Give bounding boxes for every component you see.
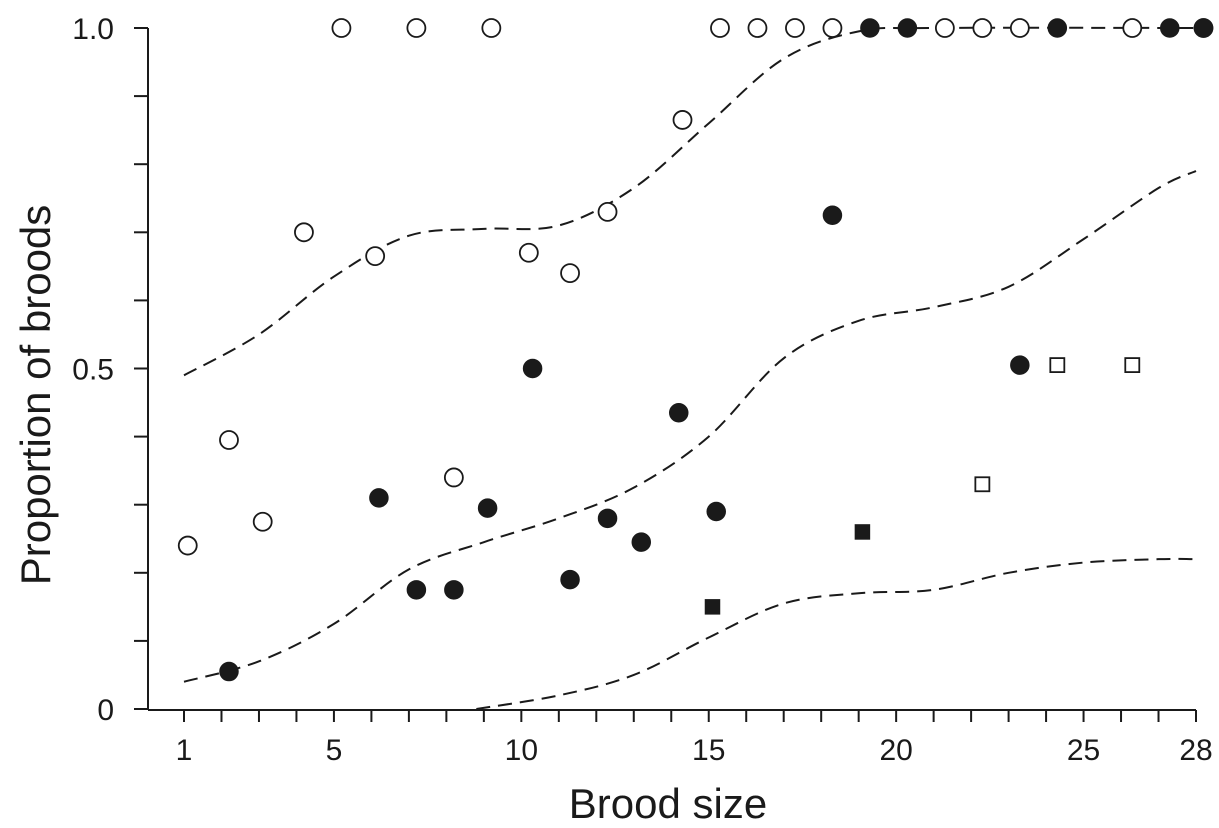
open-circle-point <box>1122 18 1143 38</box>
filled-circle-point <box>1160 18 1180 38</box>
filled-circle-point <box>219 661 239 682</box>
open-circle-point <box>672 110 693 130</box>
filled-circle-point <box>597 508 618 529</box>
dashed-curve <box>183 170 1197 683</box>
open-circle-point <box>365 246 386 267</box>
data-points <box>177 18 1214 682</box>
open-circle-point <box>177 535 198 556</box>
filled-circle-point <box>822 205 843 226</box>
filled-circle-point <box>560 569 580 590</box>
filled-circle-point <box>897 18 918 38</box>
open-circle-point <box>443 467 464 488</box>
open-circle-point <box>560 263 580 284</box>
open-circle-point <box>518 242 539 263</box>
x-tick-label: 10 <box>505 734 538 767</box>
filled-circle-point <box>669 403 689 423</box>
filled-circle-point <box>1047 18 1068 38</box>
open-circle-point <box>331 18 352 38</box>
open-circle-point <box>785 18 805 38</box>
x-tick-label: 5 <box>326 734 343 767</box>
open-square-point <box>1124 357 1141 373</box>
open-circle-point <box>1009 18 1030 38</box>
open-circle-point <box>597 201 618 222</box>
filled-circle-point <box>444 580 464 600</box>
filled-circle-point <box>522 358 543 379</box>
open-circle-point <box>294 222 314 243</box>
open-circle-point <box>972 18 993 38</box>
open-square-point <box>1049 357 1066 373</box>
open-circle-point <box>934 18 955 38</box>
filled-circle-point <box>860 18 880 38</box>
open-circle-point <box>252 511 273 532</box>
filled-circle-point <box>1010 355 1030 375</box>
dashed-curve <box>476 557 1197 710</box>
filled-square-point <box>704 599 721 615</box>
y-tick-label: 0.5 <box>72 354 114 387</box>
open-circle-point <box>822 18 843 38</box>
filled-circle-point <box>406 580 427 600</box>
y-axis-label: Proportion of broods <box>12 205 59 586</box>
open-circle-point <box>710 18 730 38</box>
dashed-curve <box>183 26 1197 377</box>
filled-circle-point <box>1193 18 1214 38</box>
confidence-curves <box>183 26 1197 710</box>
open-circle-point <box>481 18 502 38</box>
filled-circle-point <box>706 501 726 522</box>
x-axis-label: Brood size <box>569 780 767 827</box>
open-circle-point <box>219 430 239 450</box>
x-tick-label: 15 <box>692 734 725 767</box>
axes: 00.51.01 5 10 15 20 25 28 <box>72 13 1212 767</box>
x-tick-label: 25 <box>1067 734 1100 767</box>
x-tick-label: 1 <box>176 734 193 767</box>
open-circle-point <box>747 18 768 38</box>
x-tick-label: 28 <box>1179 734 1212 767</box>
x-tick-label: 20 <box>879 734 912 767</box>
filled-circle-point <box>631 532 652 552</box>
filled-circle-point <box>477 498 498 518</box>
filled-square-point <box>854 524 871 540</box>
open-circle-point <box>406 18 427 38</box>
open-square-point <box>974 476 991 493</box>
y-tick-label: 0 <box>97 694 114 727</box>
y-tick-label: 1.0 <box>72 13 114 46</box>
filled-circle-point <box>369 488 389 508</box>
